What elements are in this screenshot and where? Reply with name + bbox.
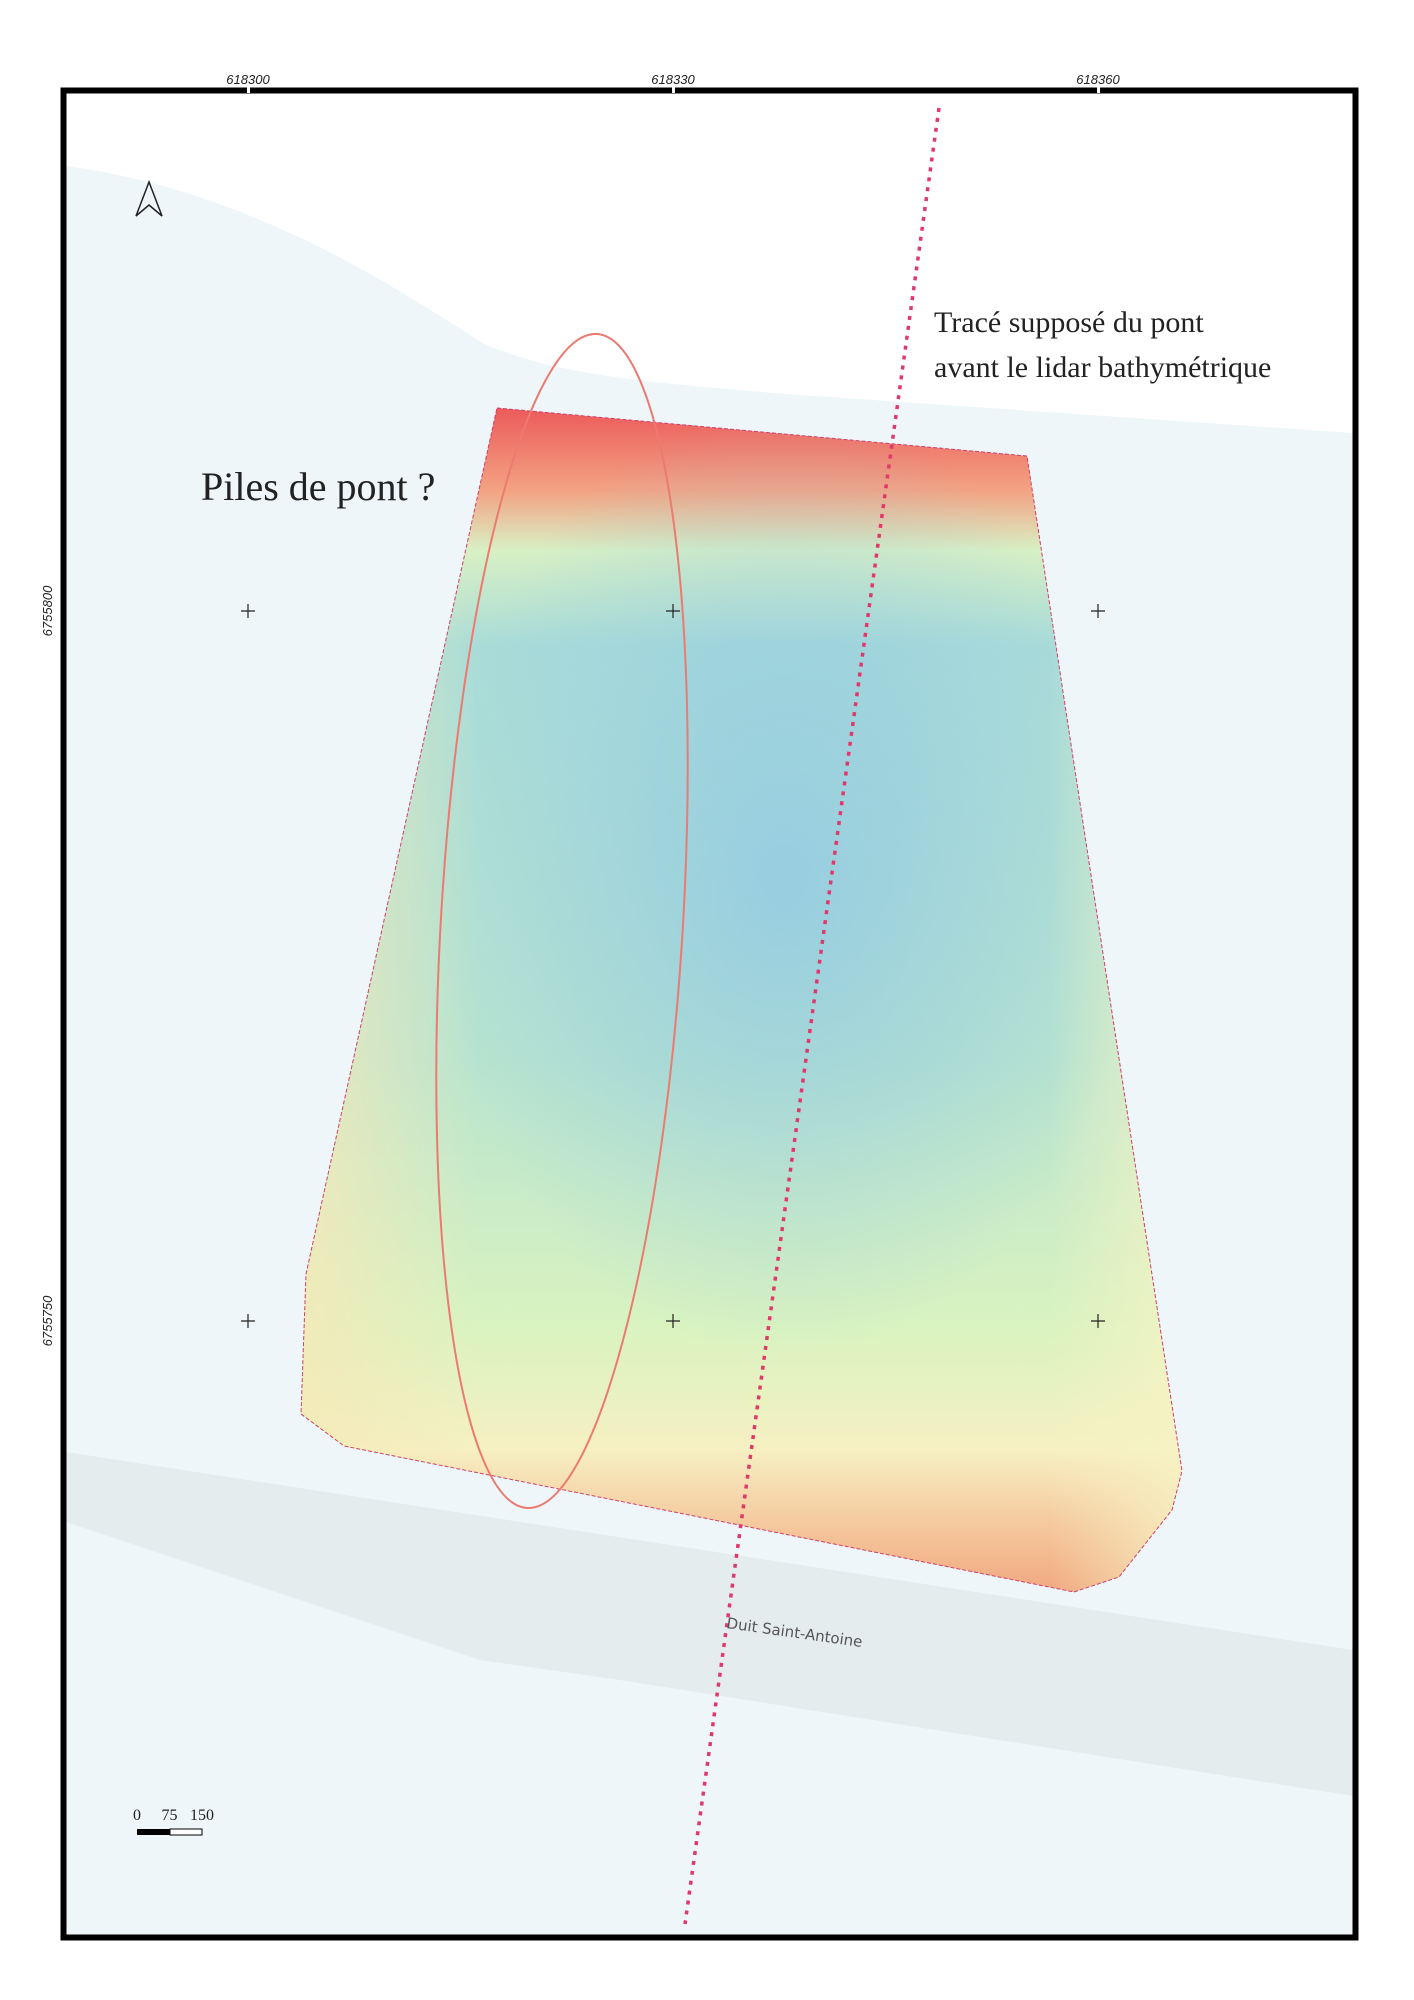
scale-label: 0 [133,1807,141,1824]
scale-label: 75 [162,1807,178,1824]
grid-cross [1091,604,1105,618]
x-coord-label: 618360 [1076,72,1120,87]
scale-segment [169,1828,203,1836]
land [66,93,1353,433]
grid-cross [241,604,255,618]
x-coord-label: 618330 [651,72,695,87]
annotation: Piles de pont ? [201,464,435,509]
x-coord-label: 618300 [226,72,270,87]
y-coord-label: 6755750 [40,1295,55,1346]
frame-outer [60,87,1359,1941]
north-arrow [135,179,163,217]
annotation: avant le lidar bathymétrique [934,351,1271,384]
scale-segment [137,1829,170,1835]
bathymetry-raster [300,407,1183,1593]
grid-cross [666,604,680,618]
frame-inner [65,92,1354,1936]
scale-label: 150 [190,1807,214,1824]
raster-outline [300,407,1183,1593]
grid-cross [241,1314,255,1328]
map-body: Tracé supposé du pont avant le lidar bat… [66,93,1353,1935]
frame-tick [1097,86,1100,93]
grid-cross [666,1314,680,1328]
y-coord-label: 6755800 [40,585,55,636]
frame-tick [247,86,250,93]
scale-bar [137,1828,203,1836]
annotation: Tracé supposé du pont [934,306,1204,339]
grid-cross [1091,1314,1105,1328]
frame-tick [672,86,675,93]
pier-ellipse [435,332,689,1510]
road [66,1452,1353,1796]
